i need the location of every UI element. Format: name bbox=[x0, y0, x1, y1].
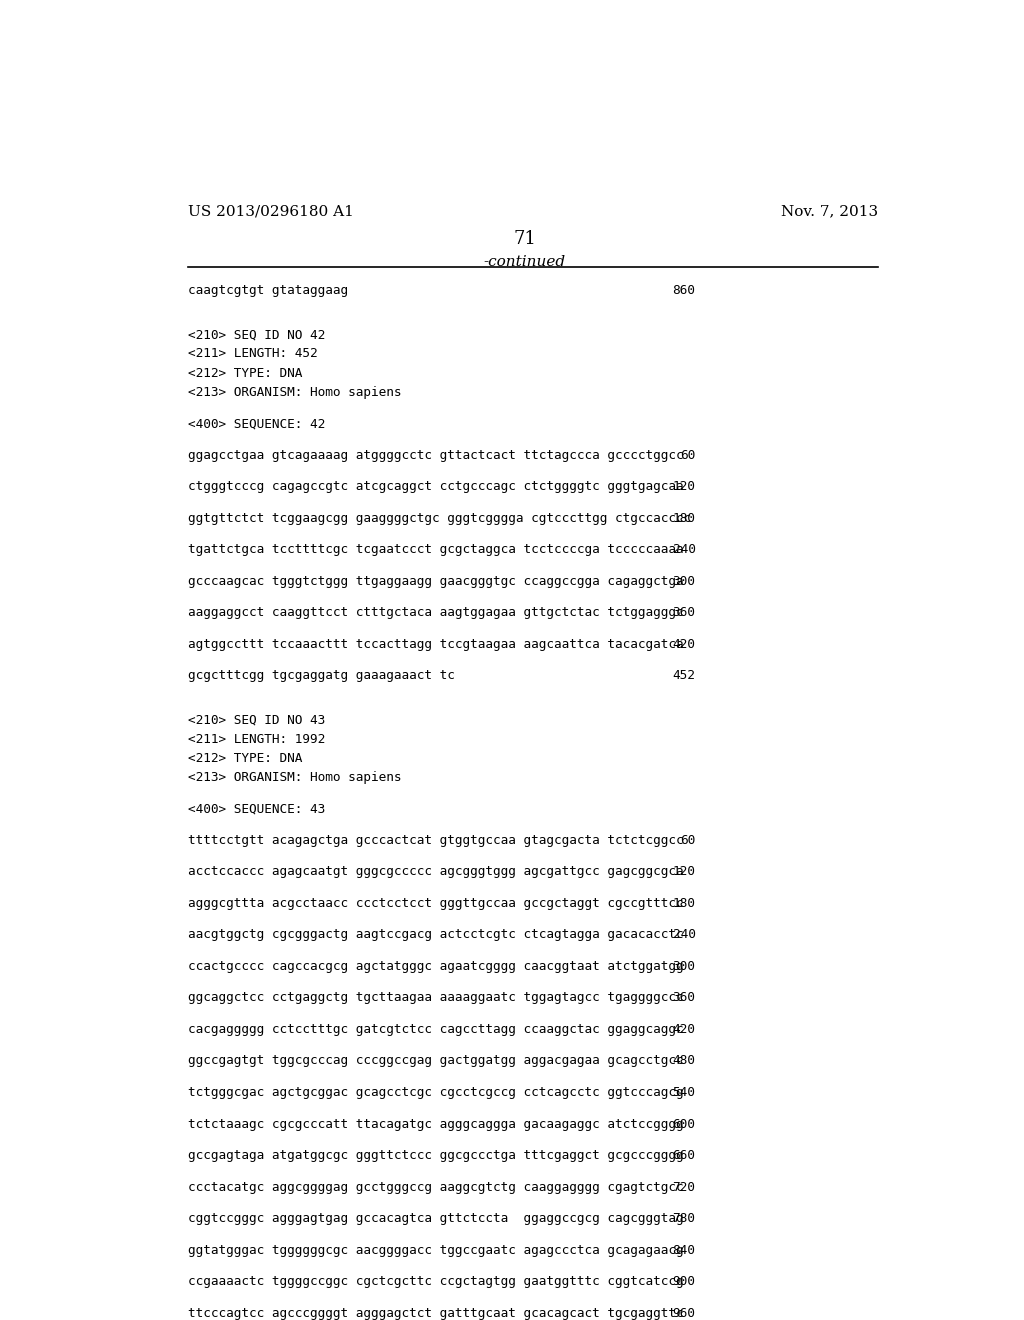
Text: 180: 180 bbox=[673, 896, 695, 909]
Text: 300: 300 bbox=[673, 576, 695, 587]
Text: tgattctgca tccttttcgc tcgaatccct gcgctaggca tcctccccga tcccccaaaa: tgattctgca tccttttcgc tcgaatccct gcgctag… bbox=[187, 544, 683, 556]
Text: ccctacatgc aggcggggag gcctgggccg aaggcgtctg caaggagggg cgagtctgcc: ccctacatgc aggcggggag gcctgggccg aaggcgt… bbox=[187, 1180, 683, 1193]
Text: cggtccgggc agggagtgag gccacagtca gttctccta  ggaggccgcg cagcgggtag: cggtccgggc agggagtgag gccacagtca gttctcc… bbox=[187, 1212, 683, 1225]
Text: tctgggcgac agctgcggac gcagcctcgc cgcctcgccg cctcagcctc ggtcccagcg: tctgggcgac agctgcggac gcagcctcgc cgcctcg… bbox=[187, 1086, 683, 1100]
Text: acctccaccc agagcaatgt gggcgccccc agcgggtggg agcgattgcc gagcggcgca: acctccaccc agagcaatgt gggcgccccc agcgggt… bbox=[187, 866, 683, 878]
Text: 780: 780 bbox=[673, 1212, 695, 1225]
Text: 600: 600 bbox=[673, 1118, 695, 1130]
Text: 452: 452 bbox=[673, 669, 695, 682]
Text: ccgaaaactc tggggccggc cgctcgcttc ccgctagtgg gaatggtttc cggtcatccg: ccgaaaactc tggggccggc cgctcgcttc ccgctag… bbox=[187, 1275, 683, 1288]
Text: 660: 660 bbox=[673, 1150, 695, 1162]
Text: 60: 60 bbox=[680, 834, 695, 847]
Text: ttcccagtcc agcccggggt agggagctct gatttgcaat gcacagcact tgcgaggttc: ttcccagtcc agcccggggt agggagctct gatttgc… bbox=[187, 1307, 683, 1320]
Text: 120: 120 bbox=[673, 866, 695, 878]
Text: 180: 180 bbox=[673, 512, 695, 525]
Text: ggccgagtgt tggcgcccag cccggccgag gactggatgg aggacgagaa gcagcctgcc: ggccgagtgt tggcgcccag cccggccgag gactgga… bbox=[187, 1055, 683, 1068]
Text: <210> SEQ ID NO 43: <210> SEQ ID NO 43 bbox=[187, 713, 325, 726]
Text: agtggccttt tccaaacttt tccacttagg tccgtaagaa aagcaattca tacacgatca: agtggccttt tccaaacttt tccacttagg tccgtaa… bbox=[187, 638, 683, 651]
Text: tctctaaagc cgcgcccatt ttacagatgc agggcaggga gacaagaggc atctccgggg: tctctaaagc cgcgcccatt ttacagatgc agggcag… bbox=[187, 1118, 683, 1130]
Text: <400> SEQUENCE: 43: <400> SEQUENCE: 43 bbox=[187, 803, 325, 816]
Text: 860: 860 bbox=[673, 284, 695, 297]
Text: Nov. 7, 2013: Nov. 7, 2013 bbox=[781, 205, 878, 218]
Text: ggcaggctcc cctgaggctg tgcttaagaa aaaaggaatc tggagtagcc tgaggggccc: ggcaggctcc cctgaggctg tgcttaagaa aaaagga… bbox=[187, 991, 683, 1005]
Text: 540: 540 bbox=[673, 1086, 695, 1100]
Text: aacgtggctg cgcgggactg aagtccgacg actcctcgtc ctcagtagga gacacacctc: aacgtggctg cgcgggactg aagtccgacg actcctc… bbox=[187, 928, 683, 941]
Text: aaggaggcct caaggttcct ctttgctaca aagtggagaa gttgctctac tctggagggc: aaggaggcct caaggttcct ctttgctaca aagtgga… bbox=[187, 606, 683, 619]
Text: 360: 360 bbox=[673, 991, 695, 1005]
Text: 60: 60 bbox=[680, 449, 695, 462]
Text: <213> ORGANISM: Homo sapiens: <213> ORGANISM: Homo sapiens bbox=[187, 385, 401, 399]
Text: cacgaggggg cctcctttgc gatcgtctcc cagccttagg ccaaggctac ggaggcaggc: cacgaggggg cctcctttgc gatcgtctcc cagcctt… bbox=[187, 1023, 683, 1036]
Text: 720: 720 bbox=[673, 1180, 695, 1193]
Text: <211> LENGTH: 1992: <211> LENGTH: 1992 bbox=[187, 733, 325, 746]
Text: agggcgttta acgcctaacc ccctcctcct gggttgccaa gccgctaggt cgccgtttcc: agggcgttta acgcctaacc ccctcctcct gggttgc… bbox=[187, 896, 683, 909]
Text: 420: 420 bbox=[673, 638, 695, 651]
Text: gcccaagcac tgggtctggg ttgaggaagg gaacgggtgc ccaggccgga cagaggctga: gcccaagcac tgggtctggg ttgaggaagg gaacggg… bbox=[187, 576, 683, 587]
Text: ttttcctgtt acagagctga gcccactcat gtggtgccaa gtagcgacta tctctcggcc: ttttcctgtt acagagctga gcccactcat gtggtgc… bbox=[187, 834, 683, 847]
Text: US 2013/0296180 A1: US 2013/0296180 A1 bbox=[187, 205, 353, 218]
Text: <400> SEQUENCE: 42: <400> SEQUENCE: 42 bbox=[187, 417, 325, 430]
Text: <213> ORGANISM: Homo sapiens: <213> ORGANISM: Homo sapiens bbox=[187, 771, 401, 784]
Text: ggtgttctct tcggaagcgg gaaggggctgc gggtcgggga cgtcccttgg ctgccacccc: ggtgttctct tcggaagcgg gaaggggctgc gggtcg… bbox=[187, 512, 691, 525]
Text: ctgggtcccg cagagccgtc atcgcaggct cctgcccagc ctctggggtc gggtgagcaa: ctgggtcccg cagagccgtc atcgcaggct cctgccc… bbox=[187, 480, 683, 494]
Text: ggagcctgaa gtcagaaaag atggggcctc gttactcact ttctagccca gcccctggcc: ggagcctgaa gtcagaaaag atggggcctc gttactc… bbox=[187, 449, 683, 462]
Text: 480: 480 bbox=[673, 1055, 695, 1068]
Text: 900: 900 bbox=[673, 1275, 695, 1288]
Text: ggtatgggac tggggggcgc aacggggacc tggccgaatc agagccctca gcagagaacg: ggtatgggac tggggggcgc aacggggacc tggccga… bbox=[187, 1243, 683, 1257]
Text: <212> TYPE: DNA: <212> TYPE: DNA bbox=[187, 367, 302, 380]
Text: gcgctttcgg tgcgaggatg gaaagaaact tc: gcgctttcgg tgcgaggatg gaaagaaact tc bbox=[187, 669, 455, 682]
Text: gccgagtaga atgatggcgc gggttctccc ggcgccctga tttcgaggct gcgcccgggg: gccgagtaga atgatggcgc gggttctccc ggcgccc… bbox=[187, 1150, 683, 1162]
Text: 840: 840 bbox=[673, 1243, 695, 1257]
Text: <211> LENGTH: 452: <211> LENGTH: 452 bbox=[187, 347, 317, 360]
Text: 300: 300 bbox=[673, 960, 695, 973]
Text: 240: 240 bbox=[673, 928, 695, 941]
Text: 360: 360 bbox=[673, 606, 695, 619]
Text: ccactgcccc cagccacgcg agctatgggc agaatcgggg caacggtaat atctggatgg: ccactgcccc cagccacgcg agctatgggc agaatcg… bbox=[187, 960, 683, 973]
Text: 71: 71 bbox=[513, 230, 537, 248]
Text: <210> SEQ ID NO 42: <210> SEQ ID NO 42 bbox=[187, 329, 325, 342]
Text: <212> TYPE: DNA: <212> TYPE: DNA bbox=[187, 751, 302, 764]
Text: 420: 420 bbox=[673, 1023, 695, 1036]
Text: -continued: -continued bbox=[483, 255, 566, 269]
Text: 120: 120 bbox=[673, 480, 695, 494]
Text: 960: 960 bbox=[673, 1307, 695, 1320]
Text: 240: 240 bbox=[673, 544, 695, 556]
Text: caagtcgtgt gtataggaag: caagtcgtgt gtataggaag bbox=[187, 284, 347, 297]
